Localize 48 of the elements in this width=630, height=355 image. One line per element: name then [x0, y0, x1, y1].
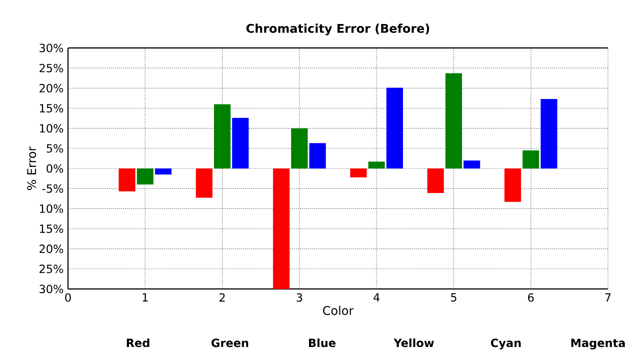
bar: [445, 73, 462, 168]
bar: [291, 128, 308, 168]
x-tick-label: 2: [220, 293, 225, 302]
y-tick-label: 5%: [46, 144, 64, 153]
y-tick-label: 30%: [40, 44, 64, 52]
y-tick-label: 25%: [40, 64, 64, 72]
bar: [154, 168, 172, 175]
x-tick-label: 4: [374, 293, 380, 302]
x-tick-label: 0: [65, 293, 71, 302]
y-tick-label: 30%: [40, 284, 64, 294]
y-tick-label: 15%: [40, 224, 64, 233]
bar: [540, 99, 558, 168]
bar: [273, 168, 290, 289]
bar: [136, 168, 154, 185]
x-tick-label: 1: [142, 293, 148, 302]
x-tick-label: 3: [296, 293, 302, 302]
bar: [386, 88, 403, 168]
text: Yellow: [394, 338, 434, 348]
x-tick-label: 6: [528, 293, 534, 302]
bar: [522, 150, 540, 168]
text: Cyan: [490, 338, 521, 350]
bar: [368, 162, 385, 168]
bar: [118, 168, 136, 192]
bar: [350, 168, 367, 178]
text: Green: [212, 338, 248, 348]
text: Magenta: [571, 338, 625, 350]
text: Red: [126, 338, 150, 348]
text: Blue: [309, 338, 336, 348]
y-tick-label: 25%: [40, 264, 64, 274]
bar: [309, 143, 326, 168]
bar: [232, 118, 249, 168]
y-tick-label: 0%: [46, 164, 64, 173]
bar: [464, 160, 480, 168]
x-tick-label: 7: [605, 293, 611, 302]
bar: [196, 168, 212, 198]
bar: [214, 104, 231, 168]
y-tick-label: 15%: [40, 104, 64, 112]
bar: [504, 168, 522, 202]
chart-title: Chromaticity Error (Before): [246, 24, 430, 36]
y-tick-label: 20%: [40, 244, 64, 254]
y-axis-title: % Error: [27, 146, 36, 190]
y-tick-label: 20%: [40, 84, 64, 92]
x-tick-label: 5: [450, 293, 456, 302]
y-tick-label: -5%: [42, 184, 64, 193]
y-tick-label: 10%: [40, 124, 64, 133]
bar: [427, 168, 444, 193]
x-axis-title: Color: [323, 306, 354, 316]
y-tick-label: 10%: [40, 204, 64, 213]
